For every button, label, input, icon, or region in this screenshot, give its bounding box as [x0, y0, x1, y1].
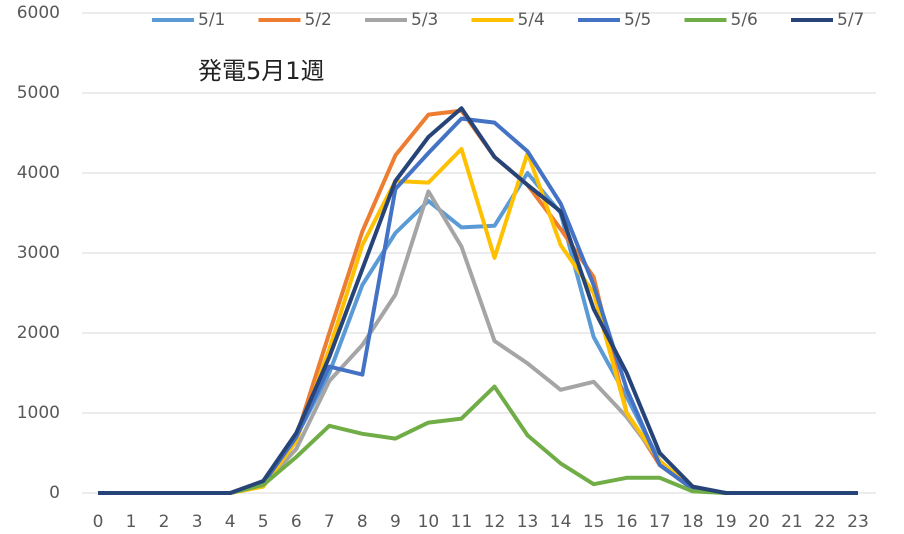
- x-tick-label: 14: [550, 512, 572, 532]
- y-tick-label: 3000: [17, 243, 60, 263]
- chart-title: 発電5月1週: [198, 57, 325, 85]
- legend-label: 5/3: [411, 10, 438, 30]
- y-tick-label: 5000: [17, 83, 60, 103]
- y-tick-label: 0: [49, 483, 60, 503]
- y-tick-label: 2000: [17, 323, 60, 343]
- legend-label: 5/1: [198, 10, 225, 30]
- series-line: [98, 189, 858, 495]
- x-tick-label: 7: [324, 512, 335, 532]
- x-tick-label: 22: [814, 512, 836, 532]
- x-tick-label: 18: [682, 512, 704, 532]
- x-tick-label: 6: [291, 512, 302, 532]
- x-tick-label: 16: [616, 512, 638, 532]
- series-line: [98, 384, 858, 495]
- legend-label: 5/2: [305, 10, 332, 30]
- series-line: [98, 106, 858, 495]
- x-tick-label: 1: [126, 512, 137, 532]
- legend-label: 5/7: [837, 10, 864, 30]
- x-tick-label: 9: [390, 512, 401, 532]
- y-tick-label: 6000: [17, 3, 60, 23]
- y-tick-label: 4000: [17, 163, 60, 183]
- x-tick-label: 17: [649, 512, 671, 532]
- x-tick-label: 23: [847, 512, 869, 532]
- x-tick-label: 5: [258, 512, 269, 532]
- x-tick-label: 2: [159, 512, 170, 532]
- x-tick-label: 15: [583, 512, 605, 532]
- legend-label: 5/5: [624, 10, 651, 30]
- series-line: [98, 108, 858, 495]
- legend-label: 5/4: [518, 10, 545, 30]
- x-tick-label: 0: [93, 512, 104, 532]
- legend-label: 5/6: [731, 10, 758, 30]
- x-tick-label: 3: [192, 512, 203, 532]
- x-tick-label: 20: [748, 512, 770, 532]
- x-tick-label: 19: [715, 512, 737, 532]
- y-tick-label: 1000: [17, 403, 60, 423]
- x-tick-label: 4: [225, 512, 236, 532]
- x-tick-label: 11: [451, 512, 473, 532]
- series-line: [98, 147, 858, 495]
- x-tick-label: 21: [781, 512, 803, 532]
- series-line: [98, 116, 858, 495]
- x-tick-label: 8: [357, 512, 368, 532]
- x-tick-label: 10: [418, 512, 440, 532]
- x-tick-label: 13: [517, 512, 539, 532]
- x-tick-label: 12: [484, 512, 506, 532]
